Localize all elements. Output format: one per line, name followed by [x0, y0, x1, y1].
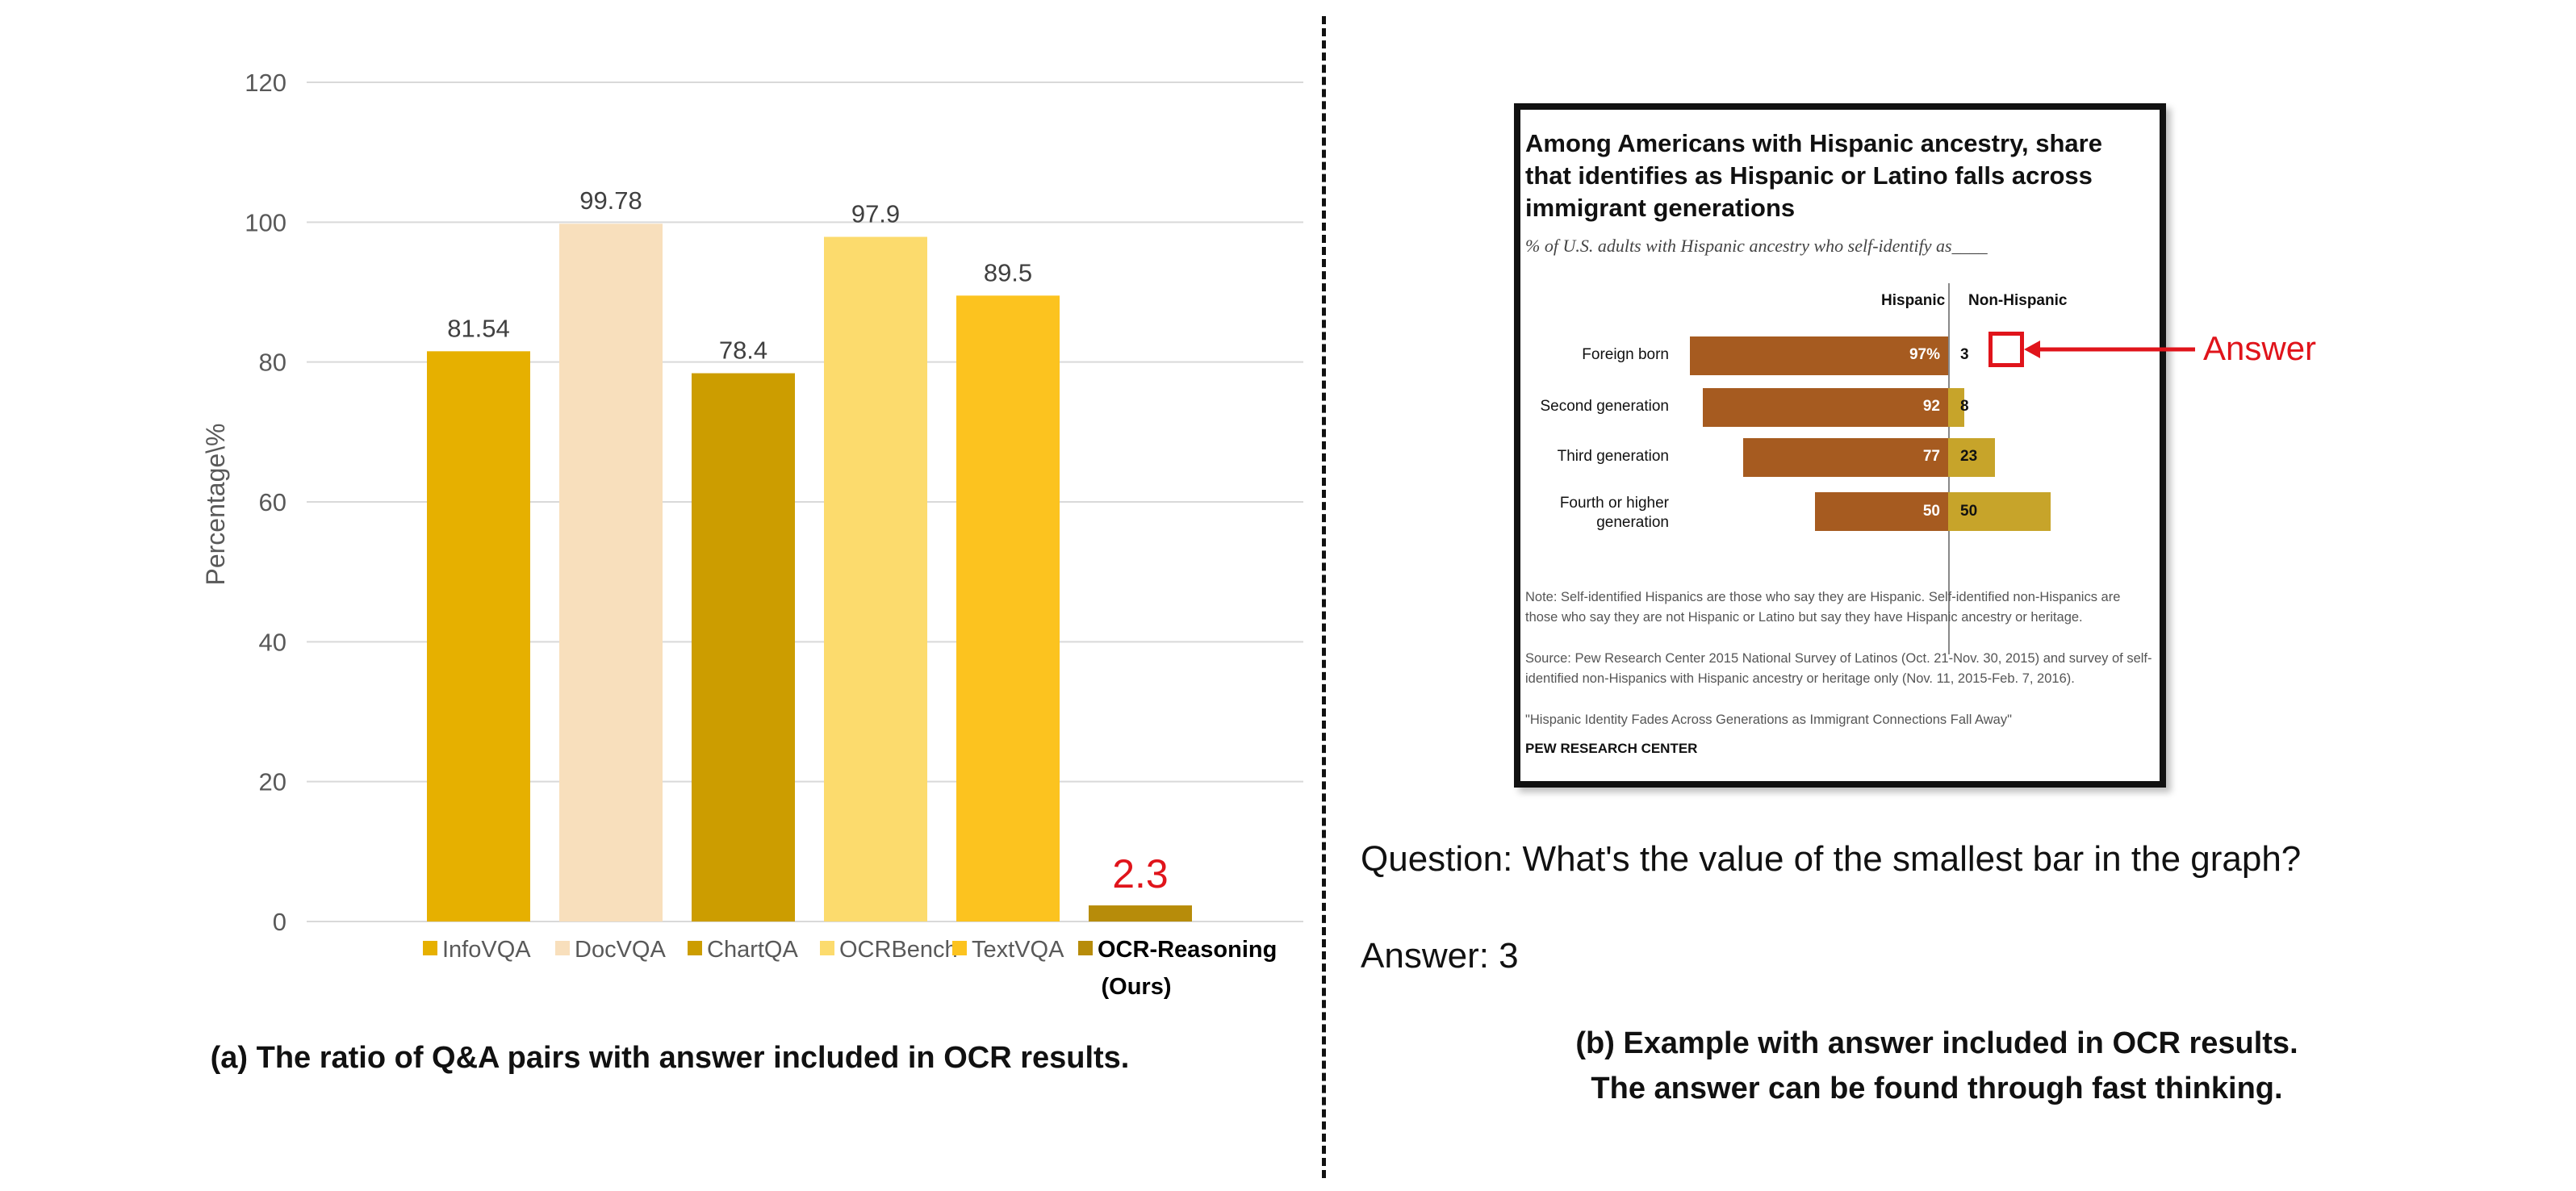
y-axis-label: Percentage\%	[201, 423, 230, 585]
bar-docvqa	[559, 224, 663, 921]
y-tick-label: 40	[259, 628, 286, 656]
question-text: Question: What's the value of the smalle…	[1361, 839, 2302, 879]
value-non-hispanic-second-generation: 8	[1960, 398, 1969, 415]
caption-b: (b) Example with answer included in OCR …	[1372, 1021, 2502, 1111]
bar-hispanic-third-generation	[1742, 438, 1948, 477]
bar-hispanic-foreign-born	[1689, 336, 1948, 375]
row-label-fourth-generation: Fourth or higher generation	[1520, 494, 1669, 533]
example-report-title: "Hispanic Identity Fades Across Generati…	[1525, 713, 2012, 727]
value-hispanic-foreign-born: 97%	[1909, 346, 1940, 363]
ocr-ratio-bar-chart: 0 20 40 60 80 100 120 81.54 99.78 78.4 97.9 89.5 2.…	[201, 69, 1303, 1000]
row-label-second-generation: Second generation	[1540, 398, 1669, 415]
column-header-non-hispanic: Non-Hispanic	[1968, 292, 2068, 309]
bar-value-labels: 81.54 99.78 78.4 97.9 89.5 2.3	[447, 186, 1169, 896]
bar-chartqa	[692, 373, 795, 921]
column-header-hispanic: Hispanic	[1881, 292, 1946, 309]
legend-label: TextVQA	[972, 937, 1064, 963]
example-org-name: PEW RESEARCH CENTER	[1525, 741, 1698, 756]
bar-non-hispanic-second-generation	[1948, 388, 1965, 427]
bar-value-label: 89.5	[984, 258, 1032, 286]
legend-label-ours: (Ours)	[1102, 974, 1172, 1000]
chart-legend: InfoVQA DocVQA ChartQA OCRBench TextVQA OCR-R…	[423, 937, 1277, 1000]
y-tick-label: 100	[245, 208, 286, 236]
y-axis-ticks: 0 20 40 60 80 100 120	[245, 69, 286, 936]
caption-b-line2: The answer can be found through fast thi…	[1591, 1072, 2283, 1105]
legend-swatch	[688, 941, 702, 955]
chart-bars	[427, 224, 1192, 921]
caption-b-line1: (b) Example with answer included in OCR …	[1575, 1026, 2298, 1060]
example-figure-title: Among Americans with Hispanic ancestry, …	[1525, 129, 2102, 222]
example-note: Note: Self-identified Hispanics are thos…	[1525, 590, 2121, 625]
caption-a: (a) The ratio of Q&A pairs with answer i…	[210, 1041, 1130, 1075]
legend-label: OCRBench	[839, 937, 958, 963]
example-source: Source: Pew Research Center 2015 Nationa…	[1525, 651, 2152, 686]
bar-non-hispanic-fourth-generation	[1948, 492, 2051, 531]
example-figure-subtitle: % of U.S. adults with Hispanic ancestry …	[1525, 236, 1988, 256]
bar-value-label: 97.9	[851, 200, 900, 228]
value-non-hispanic-third-generation: 23	[1960, 448, 1978, 465]
bar-value-label: 81.54	[447, 314, 510, 342]
row-label-third-generation: Third generation	[1557, 448, 1669, 465]
bar-ocrbench	[824, 236, 927, 921]
legend-swatch	[1078, 941, 1093, 955]
bar-textvqa	[956, 295, 1060, 921]
legend-label: ChartQA	[707, 937, 798, 963]
value-non-hispanic-foreign-born: 3	[1960, 346, 1969, 363]
row-label-fourth-generation-line1: Fourth or higher	[1559, 495, 1669, 512]
y-tick-label: 60	[259, 488, 286, 516]
legend-label: DocVQA	[575, 937, 666, 963]
legend-label: OCR-Reasoning	[1098, 937, 1277, 963]
answer-arrow	[2024, 341, 2195, 358]
value-hispanic-fourth-generation: 50	[1922, 503, 1940, 520]
legend-swatch	[820, 941, 834, 955]
y-tick-label: 0	[273, 908, 286, 936]
bar-hispanic-fourth-generation	[1815, 492, 1948, 531]
answer-highlight-box	[1988, 332, 2024, 367]
example-figure: Among Americans with Hispanic ancestry, …	[1514, 103, 2166, 788]
bar-infovqa	[427, 351, 530, 921]
legend-label: InfoVQA	[442, 937, 531, 963]
dashed-divider	[1322, 16, 1326, 1178]
value-hispanic-second-generation: 92	[1922, 398, 1940, 415]
bar-ocr-reasoning	[1089, 905, 1192, 921]
value-non-hispanic-fourth-generation: 50	[1960, 503, 1978, 520]
bar-value-label: 78.4	[719, 336, 767, 365]
legend-swatch	[952, 941, 967, 955]
value-hispanic-third-generation: 77	[1922, 448, 1940, 465]
bar-hispanic-second-generation	[1703, 388, 1948, 427]
bar-value-label: 99.78	[579, 186, 642, 215]
answer-text: Answer: 3	[1361, 936, 1519, 976]
y-tick-label: 20	[259, 768, 286, 796]
y-tick-label: 80	[259, 349, 286, 377]
bar-non-hispanic-foreign-born	[1948, 336, 1955, 375]
row-label-fourth-generation-line2: generation	[1596, 514, 1669, 531]
answer-callout-label: Answer	[2203, 329, 2317, 367]
legend-swatch	[555, 941, 570, 955]
bar-non-hispanic-third-generation	[1948, 438, 1996, 477]
bar-value-label: 2.3	[1112, 851, 1169, 896]
legend-swatch	[423, 941, 437, 955]
y-tick-label: 120	[245, 69, 286, 97]
row-label-foreign-born: Foreign born	[1582, 346, 1669, 363]
